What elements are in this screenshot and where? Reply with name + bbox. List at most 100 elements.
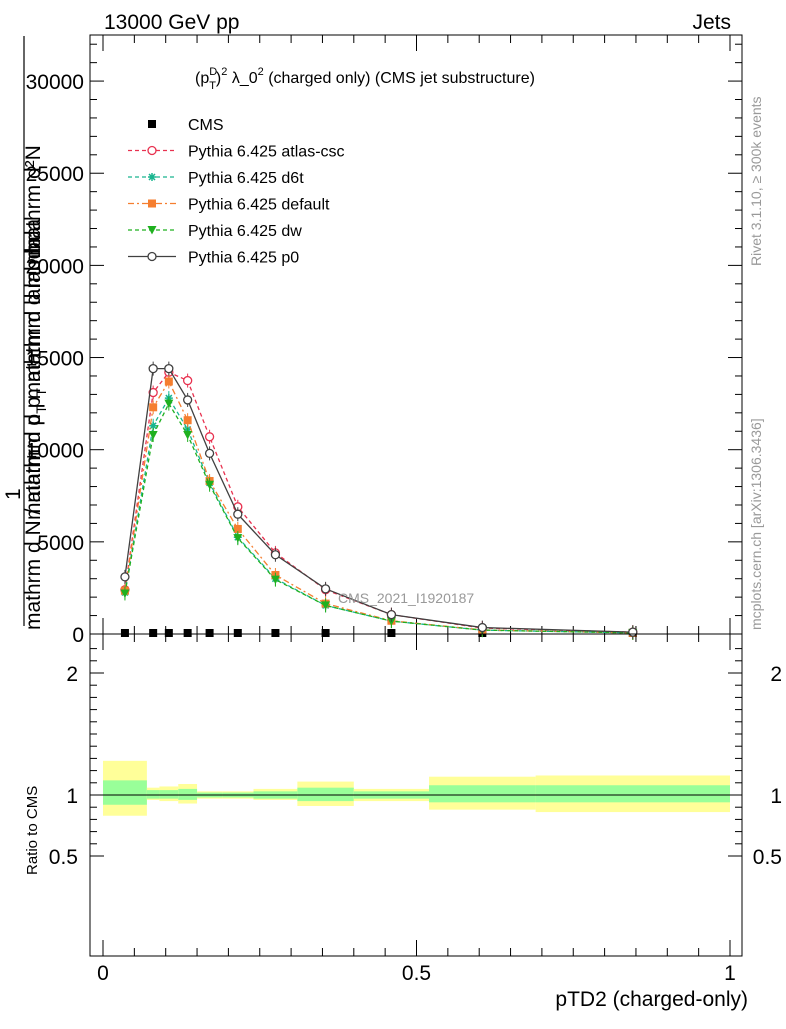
- legend-item-atlas_csc: Pythia 6.425 atlas-csc: [128, 144, 345, 161]
- point-p0: [182, 395, 193, 405]
- point-atlas_csc: [204, 432, 215, 442]
- ratio-ytick-label: 1: [66, 785, 78, 808]
- point-cms: [205, 629, 214, 637]
- legend-marker-d6t: [148, 173, 156, 181]
- point-p0: [148, 363, 158, 374]
- title-sup2: 2: [221, 66, 227, 78]
- ylabel-den-mid-sub: T: [33, 405, 49, 414]
- point-p0: [386, 609, 397, 620]
- point-cms: [164, 629, 173, 637]
- mcplots-label: mcplots.cern.ch [arXiv:1306.3436]: [748, 418, 764, 630]
- legend-marker-default: [148, 199, 156, 208]
- title-rest: ): [216, 70, 221, 87]
- point-cms: [271, 629, 280, 637]
- point-default: [183, 416, 192, 425]
- title-sub-t: T: [209, 80, 216, 92]
- point-default: [149, 403, 158, 412]
- ratio-band-inner: [178, 788, 198, 800]
- point-default: [233, 524, 242, 533]
- ylabel-one: 1: [2, 488, 25, 500]
- point-atlas_csc: [148, 387, 158, 398]
- point-cms: [387, 629, 396, 637]
- point-cms: [233, 629, 242, 637]
- xtick-label: 1: [724, 962, 736, 985]
- main-ytick-label: 5000: [37, 532, 84, 555]
- ratio-band-inner: [297, 787, 354, 802]
- legend-item-cms: CMS: [148, 117, 224, 134]
- point-dw: [164, 399, 174, 409]
- main-ylabel: mathrm d²N mathrm d N / mathrm d pT math…: [2, 36, 49, 630]
- header-right: Jets: [692, 11, 731, 34]
- legend-marker-atlas_csc: [147, 145, 157, 156]
- ratio-band-inner: [146, 790, 160, 799]
- legend-marker-dw: [147, 226, 157, 235]
- legend-label: Pythia 6.425 dw: [188, 223, 302, 240]
- ylabel-den-top-sub: T: [33, 388, 49, 397]
- ylabel-den-mid-a: mathrm d p: [22, 414, 45, 520]
- title-sup-d: D: [209, 66, 217, 78]
- point-p0: [320, 584, 331, 594]
- title-mid: λ_0: [227, 70, 257, 87]
- main-series: [120, 361, 638, 640]
- legend: CMS Pythia 6.425 atlas-csc Pythia 6.425 d6…: [128, 117, 345, 267]
- point-dw: [183, 430, 193, 440]
- ratio-ytick-label: 2: [66, 663, 78, 686]
- main-ytick-label: 30000: [26, 71, 84, 94]
- main-ytick-label: 25000: [26, 163, 84, 186]
- series-p0: [120, 361, 638, 640]
- point-p0: [270, 550, 281, 560]
- series-line-d6t: [124, 396, 633, 634]
- x-axis-label: pTD2 (charged-only): [555, 988, 748, 1011]
- legend-item-p0: Pythia 6.425 p0: [128, 250, 299, 267]
- ratio-ytick-label: 0.5: [49, 846, 78, 869]
- title-tail: (charged only) (CMS jet substructure): [264, 70, 535, 87]
- main-ytick-label: 10000: [26, 440, 84, 463]
- point-p0: [120, 572, 130, 582]
- main-ytick-label: 20000: [26, 255, 84, 278]
- point-dw: [233, 534, 243, 543]
- ylabel-den-top: mathrm d N / mathrm d pT mathrm d lambda: [22, 218, 49, 630]
- ratio-band-inner: [159, 790, 179, 799]
- point-d6t: [149, 421, 158, 430]
- point-p0: [164, 363, 174, 374]
- ratio-band-inner: [103, 780, 147, 805]
- ylabel-den-mid: mathrm d pT mathrm d lambda: [22, 236, 49, 520]
- legend-marker-p0: [147, 251, 157, 262]
- legend-item-default: Pythia 6.425 default: [128, 197, 330, 214]
- legend-label: Pythia 6.425 d6t: [188, 170, 304, 187]
- ylabel-den-top-a: mathrm d N / mathrm d p: [22, 397, 45, 630]
- main-title: (pD T)2 λ_02 (charged only) (CMS jet subs…: [195, 66, 535, 92]
- main-ytick-label: 0: [72, 624, 84, 647]
- legend-label: Pythia 6.425 default: [188, 197, 330, 214]
- ylabel-den-mid-tail: mathrm d lambda: [22, 236, 45, 406]
- point-dw: [270, 575, 280, 585]
- ratio-ylabel: Ratio to CMS: [24, 786, 41, 875]
- title-sup3: 2: [258, 66, 264, 78]
- ylabel-num-top: mathrm d²N: [22, 145, 45, 256]
- ratio-ticks: 0.5 0.5 1 1 2 2 0 0.5 1: [49, 634, 782, 985]
- ratio-band-inner: [429, 785, 536, 803]
- ratio-panel: 0.5 0.5 1 1 2 2 0 0.5 1: [49, 633, 782, 985]
- main-panel: 0 5000 10000 15000 20000 25000 30000 CMS_2021_…: [26, 34, 743, 647]
- point-cms: [120, 629, 129, 637]
- legend-label: Pythia 6.425 atlas-csc: [188, 144, 345, 161]
- title-prefix: (p: [195, 70, 209, 87]
- point-dw: [120, 589, 130, 598]
- point-dw: [205, 480, 215, 490]
- legend-marker-cms: [148, 120, 156, 128]
- series-line-dw: [124, 402, 633, 634]
- point-cms: [183, 629, 192, 637]
- main-ticks: 0 5000 10000 15000 20000 25000 30000: [26, 35, 742, 647]
- ratio-band-inner: [535, 785, 730, 803]
- legend-item-d6t: Pythia 6.425 d6t: [128, 170, 304, 187]
- point-dw: [321, 601, 331, 610]
- ratio-ytick-label-right: 1: [770, 785, 782, 808]
- point-cms: [149, 629, 158, 637]
- xtick-label: 0: [97, 962, 109, 985]
- point-p0: [204, 448, 215, 459]
- point-atlas_csc: [182, 375, 193, 386]
- legend-label: CMS: [188, 117, 224, 134]
- ylabel-den-top-tail: mathrm d lambda: [22, 218, 45, 388]
- main-ytick-label: 15000: [26, 348, 84, 371]
